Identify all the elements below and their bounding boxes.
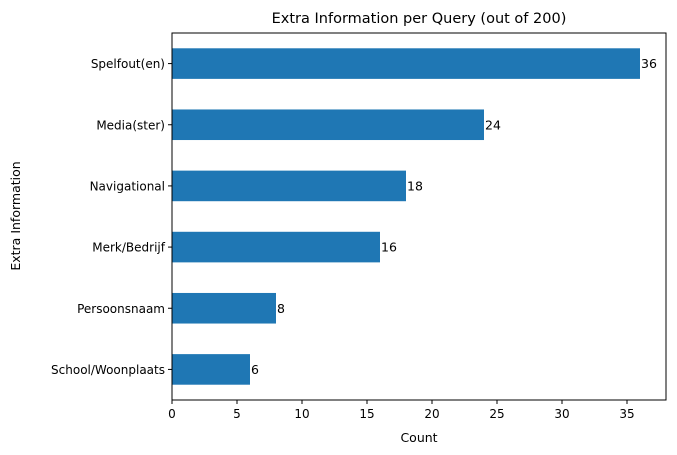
data-label: 6 bbox=[251, 362, 259, 377]
y-axis-label: Extra Information bbox=[8, 161, 23, 270]
chart-title: Extra Information per Query (out of 200) bbox=[272, 11, 567, 27]
bar-navigational bbox=[172, 170, 406, 202]
x-tick-label: 35 bbox=[619, 407, 634, 421]
plot-frame bbox=[171, 32, 667, 401]
x-tick-label: 0 bbox=[168, 407, 176, 421]
x-tick-label: 15 bbox=[359, 407, 374, 421]
y-tick-label: School/Woonplaats bbox=[51, 363, 165, 377]
y-tick-label: Media(ster) bbox=[96, 118, 165, 132]
y-axis-ticks: Spelfout(en) Media(ster) Navigational Merk/… bbox=[51, 57, 172, 377]
x-tick-label: 20 bbox=[424, 407, 439, 421]
x-tick-label: 25 bbox=[489, 407, 504, 421]
data-labels-group: 36 24 18 16 8 6 bbox=[251, 56, 657, 377]
y-tick-label: Persoonsnaam bbox=[77, 302, 165, 316]
bar-merk-bedrijf bbox=[172, 231, 380, 263]
bar-persoonsnaam bbox=[172, 292, 276, 324]
bars-group bbox=[172, 48, 640, 385]
x-tick-label: 30 bbox=[554, 407, 569, 421]
x-axis-ticks: 0 5 10 15 20 25 30 35 bbox=[168, 400, 635, 421]
data-label: 36 bbox=[641, 56, 657, 71]
y-tick-label: Spelfout(en) bbox=[91, 57, 165, 71]
data-label: 18 bbox=[407, 178, 423, 193]
bar-media-ster bbox=[172, 109, 484, 141]
data-label: 24 bbox=[485, 117, 501, 132]
x-axis-label: Count bbox=[400, 430, 437, 445]
bar-school-woonplaats bbox=[172, 354, 250, 385]
bar-spelfout-en bbox=[172, 48, 640, 79]
x-tick-label: 5 bbox=[233, 407, 241, 421]
x-tick-label: 10 bbox=[294, 407, 309, 421]
data-label: 8 bbox=[277, 301, 285, 316]
y-tick-label: Navigational bbox=[90, 179, 165, 193]
data-label: 16 bbox=[381, 240, 397, 255]
y-tick-label: Merk/Bedrijf bbox=[92, 241, 165, 255]
